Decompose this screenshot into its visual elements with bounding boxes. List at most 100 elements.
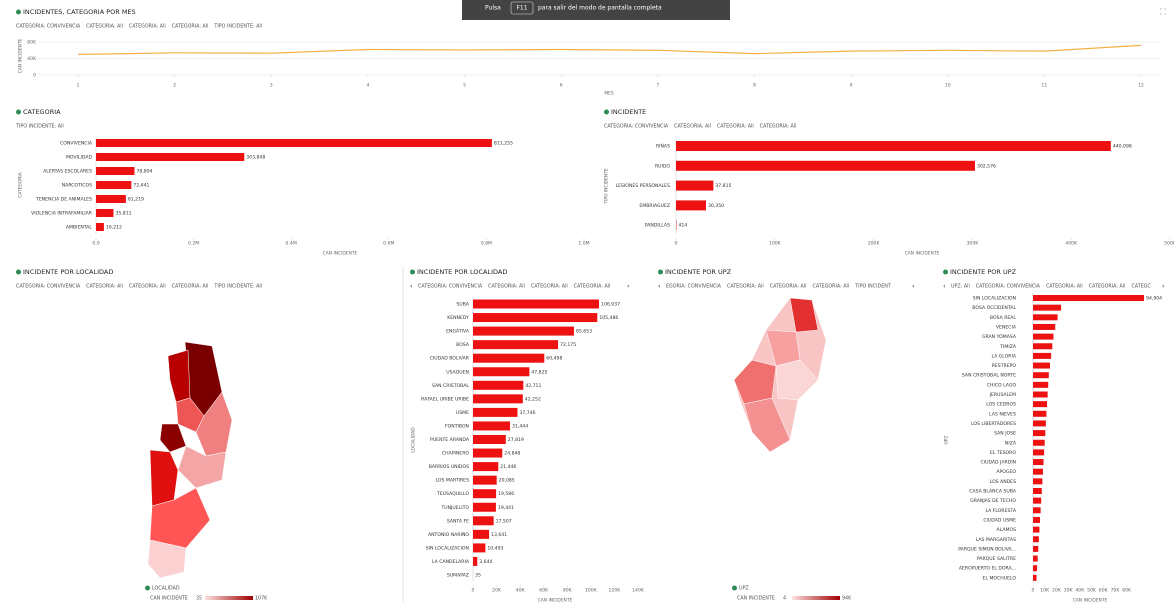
x-tick-label: 100K xyxy=(585,588,598,594)
legend-icon xyxy=(145,585,150,591)
category-label: GRAN YOMASA xyxy=(982,334,1017,340)
panel-title: INCIDENTE POR LOCALIDAD xyxy=(23,268,113,276)
value-label: 17,507 xyxy=(496,518,512,524)
value-label: 47,825 xyxy=(531,369,547,375)
bar xyxy=(1033,323,1056,330)
filter-next[interactable]: › xyxy=(1162,282,1165,290)
panel-title: CATEGORIA xyxy=(23,108,61,116)
legend-label: CAN INCIDENTE xyxy=(737,596,775,602)
value-label: 94,904 xyxy=(1146,296,1162,302)
category-label: FONTIBON xyxy=(445,423,469,429)
filter-label: CATEGORIA: All xyxy=(172,24,209,30)
category-label: LA FLORESTA xyxy=(985,508,1016,514)
legend-icon xyxy=(732,585,737,591)
x-tick-label: 0.8M xyxy=(481,241,492,247)
filter-next[interactable]: › xyxy=(627,282,630,290)
bar xyxy=(1033,565,1038,572)
value-label: 35,811 xyxy=(115,211,131,217)
bar xyxy=(1033,459,1044,466)
category-label: LOS LIBERTADORES xyxy=(971,421,1016,427)
x-tick-label: 1.0M xyxy=(578,241,589,247)
legend-title: LOCALIDAD xyxy=(152,586,180,592)
x-tick-label: 120K xyxy=(609,588,622,594)
category-label: KENNEDY xyxy=(447,315,469,321)
filter-label: CATEGORIA: CONVIVENCIA xyxy=(976,284,1041,290)
category-label: EL TESORO xyxy=(990,450,1016,456)
category-label: SAN CRISTOBAL NORTE xyxy=(962,373,1016,379)
x-tick-label: 10K xyxy=(1040,588,1050,594)
category-label: LESIONES PERSONALES xyxy=(616,183,671,189)
category-label: ENGATIVA xyxy=(446,329,470,335)
value-label: 440,098 xyxy=(1113,144,1132,150)
x-axis-label: CAN INCIDENTE xyxy=(1073,598,1108,602)
bar xyxy=(1033,497,1042,504)
x-tick-label: 400K xyxy=(1065,241,1078,247)
filter-label: TIPO INCIDENTE: All xyxy=(213,284,262,290)
toast-key-box xyxy=(510,1,534,15)
category-label: CIUDAD BOLIVAR xyxy=(430,356,470,362)
x-tick-label: 0 xyxy=(472,588,475,594)
category-label: PARQUE SALITRE xyxy=(977,556,1016,562)
value-label: 72,175 xyxy=(560,342,576,348)
title-icon xyxy=(16,269,21,275)
category-label: ALERTAS ESCOLARES xyxy=(43,169,92,175)
title-icon xyxy=(410,269,415,275)
bar xyxy=(1033,545,1039,552)
filter-next[interactable]: › xyxy=(912,282,915,290)
category-label: TENENCIA DE ANIMALES xyxy=(35,197,92,203)
category-label: RUIDO xyxy=(655,163,670,169)
filter-label: CATEGC xyxy=(1131,284,1151,290)
value-label: 42,252 xyxy=(525,396,541,402)
x-tick-label: 3 xyxy=(270,83,273,89)
category-label: PUENTE ARANDA xyxy=(430,437,470,443)
filter-label: CATEGORIA: All xyxy=(674,124,711,130)
category-label: ALAMOS xyxy=(997,527,1017,533)
category-label: CHAPINERO xyxy=(442,451,469,457)
category-label: TUNJUELITO xyxy=(440,505,469,511)
value-label: 811,255 xyxy=(494,141,513,147)
bar xyxy=(473,299,600,309)
x-tick-label: 20K xyxy=(492,588,502,594)
category-label: USAQUEN xyxy=(446,369,469,375)
legend-scale xyxy=(205,596,253,600)
bar xyxy=(96,139,492,147)
category-label: VENECIA xyxy=(996,324,1017,330)
value-label: 21,446 xyxy=(500,464,516,470)
title-icon xyxy=(943,269,948,275)
filter-label: CATEGORIA: All xyxy=(488,284,525,290)
category-label: CONVIVENCIA xyxy=(60,141,93,147)
x-tick-label: 80K xyxy=(563,588,573,594)
x-tick-label: 8 xyxy=(753,83,756,89)
filter-prev[interactable]: ‹ xyxy=(410,282,413,290)
x-tick-label: 40K xyxy=(1075,588,1085,594)
map-region xyxy=(149,449,179,507)
category-label: BOSA OCCIDENTAL xyxy=(972,305,1016,311)
filter-label: CATEGORIA: All xyxy=(129,24,166,30)
filter-prev[interactable]: ‹ xyxy=(943,282,946,290)
value-label: 303,848 xyxy=(246,155,265,161)
filter-label: CATEGORIA: All xyxy=(727,284,764,290)
y-tick-label: 40K xyxy=(27,56,37,62)
category-label: AMBIENTAL xyxy=(66,225,93,231)
legend-max: 107K xyxy=(255,596,268,602)
bar xyxy=(1033,362,1050,369)
data-line xyxy=(77,44,1142,56)
filter-label: TIPO INCIDENTE: All xyxy=(15,124,64,130)
fullscreen-icon[interactable]: ⛶ xyxy=(1159,8,1166,17)
filter-prev[interactable]: ‹ xyxy=(658,282,661,290)
category-label: RESTREPO xyxy=(992,363,1017,369)
value-label: 19,586 xyxy=(498,491,514,497)
x-tick-label: 70K xyxy=(1110,588,1120,594)
category-label: LA GLORIA xyxy=(991,353,1016,359)
value-label: 302,576 xyxy=(977,163,996,169)
y-axis-label: UPZ xyxy=(944,436,950,445)
category-label: SAN JOSE xyxy=(994,431,1016,437)
category-label: LAS NIEVES xyxy=(989,411,1016,417)
map-region xyxy=(147,539,187,579)
bar xyxy=(473,407,518,417)
category-label: EL MOCHUELO xyxy=(983,575,1017,581)
value-label: 20,085 xyxy=(499,478,515,484)
value-label: 72,441 xyxy=(133,183,149,189)
x-tick-label: 6 xyxy=(560,83,563,89)
